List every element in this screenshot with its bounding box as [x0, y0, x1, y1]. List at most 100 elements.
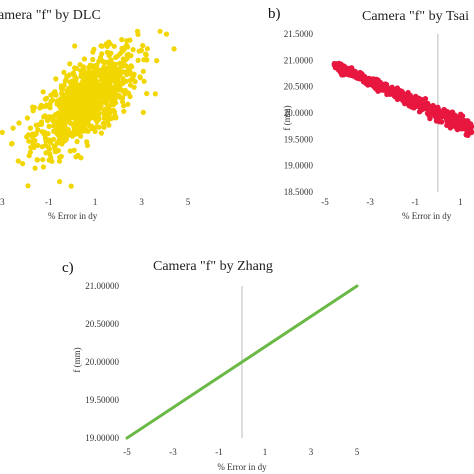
chart-a-point — [25, 183, 31, 189]
chart-b-x-tick-label: -1 — [412, 197, 420, 207]
chart-a-point — [66, 93, 72, 99]
chart-c-y-tick-label: 19.00000 — [85, 433, 119, 443]
chart-a-point — [52, 145, 58, 151]
chart-a-point — [80, 64, 87, 70]
chart-b-point — [331, 62, 338, 68]
chart-b-point — [435, 113, 442, 119]
chart-a-point — [92, 128, 98, 134]
chart-a-point — [152, 91, 158, 97]
chart-a-point — [101, 124, 107, 130]
chart-a-point — [53, 76, 59, 82]
chart-b-point — [457, 119, 463, 126]
chart-a-point — [81, 56, 87, 62]
chart-c-y-axis-title: f (mm) — [72, 347, 82, 372]
chart-a-point — [42, 129, 48, 135]
chart-a-point — [91, 85, 97, 91]
chart-a-point — [46, 157, 52, 163]
chart-a-point — [123, 63, 129, 69]
chart-a-point — [130, 47, 136, 53]
panel-a: amera "f" by DLC 3 -1 1 3 5 % Error in dy — [0, 8, 191, 221]
chart-a-point — [26, 153, 32, 159]
chart-a-point — [35, 127, 41, 133]
chart-a-point — [74, 138, 80, 145]
chart-a-point — [113, 54, 119, 61]
chart-a-point — [82, 90, 88, 96]
chart-b-point — [351, 73, 357, 79]
chart-a-point — [91, 108, 97, 114]
chart-b-point — [401, 98, 407, 104]
chart-a-point — [70, 103, 76, 109]
chart-a-point — [143, 52, 149, 58]
chart-a-point — [90, 56, 96, 63]
chart-b-x-tick-label: -3 — [366, 197, 374, 207]
chart-a-point — [29, 139, 36, 145]
chart-a-point — [0, 129, 5, 135]
chart-b-y-tick-label: 19.5000 — [284, 134, 314, 144]
chart-a-point — [101, 109, 107, 115]
chart-a-point — [83, 128, 90, 134]
chart-a-point — [112, 90, 118, 96]
chart-a-point — [42, 135, 49, 141]
chart-a-point — [33, 131, 39, 137]
chart-c-y-ticks: 21.00000 20.50000 20.00000 19.50000 19.00000 — [85, 281, 119, 443]
chart-a-point — [57, 122, 63, 128]
chart-a-point — [46, 114, 52, 120]
chart-a-x-tick-label: 5 — [186, 197, 191, 207]
chart-a-point — [154, 58, 160, 64]
chart-a-point — [61, 120, 67, 126]
chart-a-point — [107, 74, 113, 80]
chart-a-x-tick-label: 1 — [93, 197, 98, 207]
chart-a-point — [58, 153, 64, 159]
chart-a-point — [98, 130, 104, 136]
chart-a-point — [101, 60, 107, 66]
chart-a-point — [124, 52, 130, 58]
chart-a-point — [27, 125, 33, 131]
chart-b-point — [352, 68, 358, 75]
chart-a-point — [124, 42, 130, 48]
chart-b-point — [376, 80, 383, 86]
chart-b-point — [439, 110, 446, 116]
chart-a-point — [40, 89, 46, 95]
chart-a-point — [110, 115, 116, 121]
chart-b-point — [361, 76, 368, 82]
chart-a-point — [118, 63, 124, 69]
chart-a-point — [101, 98, 107, 104]
chart-a-point — [108, 108, 114, 114]
chart-a-point — [71, 109, 77, 115]
chart-a-point — [77, 116, 83, 122]
chart-a-point — [43, 150, 49, 156]
chart-b-point — [437, 119, 443, 125]
chart-a-point — [104, 114, 110, 120]
chart-a-point — [134, 28, 141, 34]
chart-a-point — [10, 125, 16, 131]
chart-b-points — [331, 60, 474, 138]
chart-c-x-tick-label: -5 — [123, 447, 131, 457]
chart-a-points — [0, 28, 177, 189]
chart-a-point — [140, 68, 146, 74]
chart-a-point — [99, 43, 105, 49]
chart-a-point — [97, 54, 103, 61]
chart-a-point — [53, 127, 59, 133]
chart-b-x-tick-label: -5 — [321, 197, 329, 207]
chart-c-x-tick-label: -1 — [215, 447, 223, 457]
chart-b-point — [427, 113, 433, 119]
chart-a-point — [106, 103, 112, 109]
chart-a-point — [95, 91, 101, 97]
chart-c-x-tick-label: -3 — [169, 447, 177, 457]
chart-a-point — [127, 82, 134, 88]
panel-b-label: b) — [268, 6, 281, 22]
chart-b-x-ticks: -5 -3 -1 1 — [321, 197, 462, 207]
chart-a-point — [15, 158, 21, 164]
chart-a-point — [16, 120, 22, 126]
chart-a-point — [112, 70, 118, 76]
chart-b-point — [410, 96, 416, 102]
chart-a-point — [121, 108, 127, 114]
chart-c-x-tick-label: 5 — [355, 447, 360, 457]
chart-a-point — [56, 99, 62, 105]
chart-a-x-axis-title: % Error in dy — [48, 211, 98, 221]
chart-a-point — [42, 96, 49, 102]
chart-a-point — [61, 69, 67, 75]
chart-a-point — [117, 80, 123, 86]
chart-b-point — [394, 89, 400, 96]
chart-a-point — [138, 47, 144, 54]
